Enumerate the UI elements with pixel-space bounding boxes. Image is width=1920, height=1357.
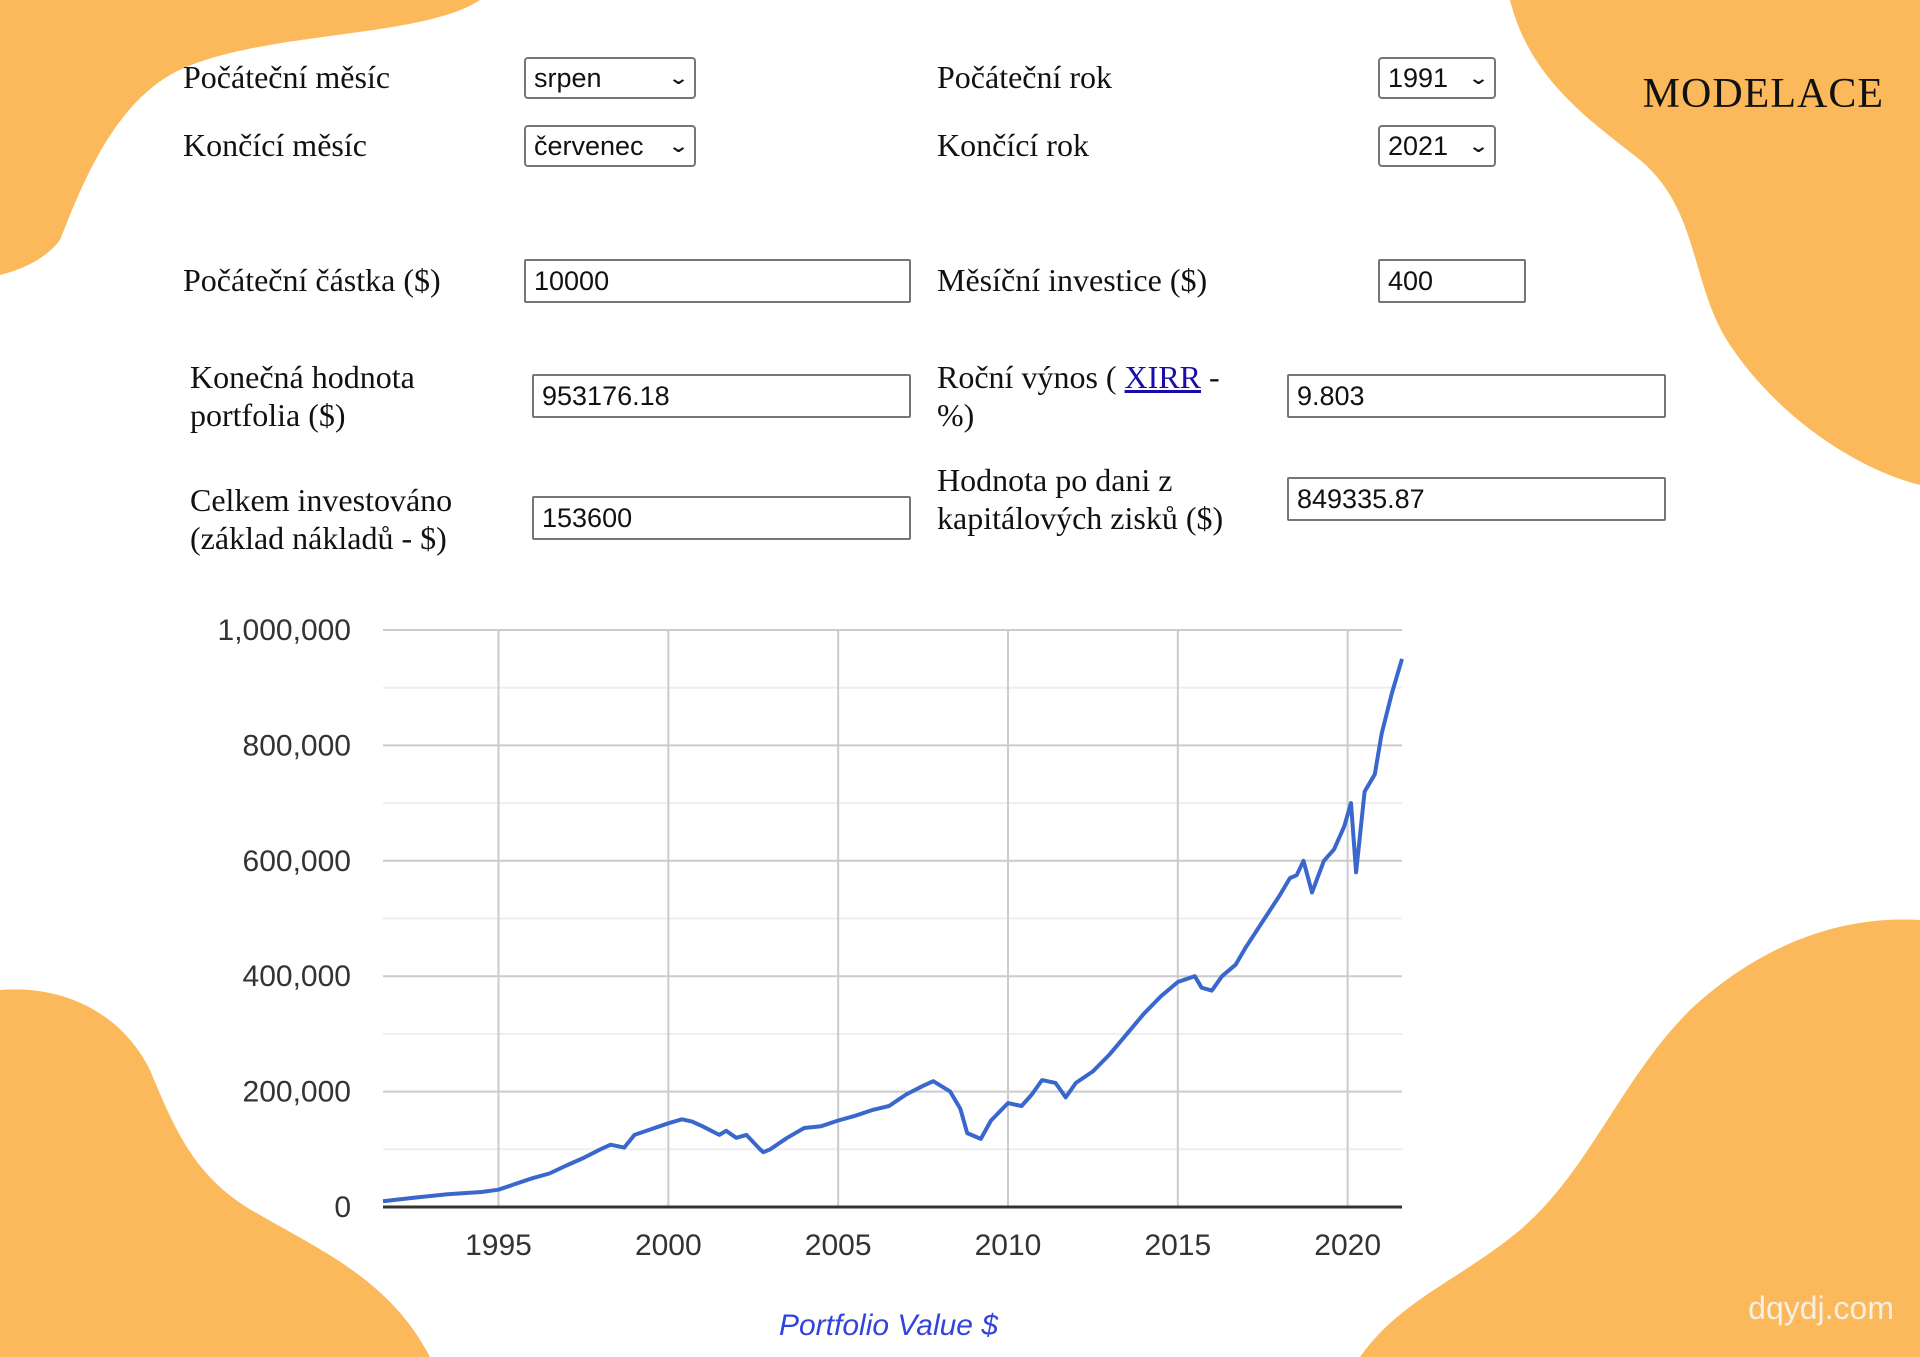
start-year-value: 1991 <box>1388 62 1449 93</box>
x-tick-label: 2005 <box>805 1229 872 1262</box>
annual-return-label-before: Roční výnos ( <box>937 359 1117 395</box>
start-month-select[interactable]: srpen ⌄ <box>524 57 696 99</box>
start-month-label: Počáteční měsíc <box>183 59 391 95</box>
end-month-label: Končící měsíc <box>183 127 367 163</box>
monthly-investment-label: Měsíční investice ($) <box>937 262 1208 298</box>
final-value-output[interactable]: 953176.18 <box>532 374 911 418</box>
blob-top-left <box>0 0 480 275</box>
monthly-investment-input[interactable]: 400 <box>1378 259 1526 303</box>
end-year-select[interactable]: 2021 ⌄ <box>1378 125 1496 167</box>
initial-amount-label: Počáteční částka ($) <box>183 262 441 298</box>
total-invested-label: Celkem investováno (základ nákladů - $) <box>190 482 453 556</box>
initial-amount-input[interactable]: 10000 <box>524 259 911 303</box>
y-tick-label: 800,000 <box>243 729 351 762</box>
end-month-select[interactable]: červenec ⌄ <box>524 125 696 167</box>
page-title: MODELACE <box>1642 71 1884 117</box>
x-tick-label: 2010 <box>975 1229 1042 1262</box>
x-tick-label: 2000 <box>635 1229 702 1262</box>
y-tick-label: 600,000 <box>243 845 351 878</box>
end-year-value: 2021 <box>1388 130 1449 161</box>
x-tick-label: 2020 <box>1314 1229 1381 1262</box>
blob-bottom-left <box>0 989 430 1357</box>
after-tax-value-output[interactable]: 849335.87 <box>1287 477 1666 521</box>
watermark: dqydj.com <box>1748 1290 1894 1326</box>
chevron-down-icon: ⌄ <box>667 67 690 88</box>
chevron-down-icon: ⌄ <box>1467 67 1490 88</box>
y-tick-label: 400,000 <box>243 960 351 993</box>
x-tick-label: 1995 <box>465 1229 532 1262</box>
after-tax-value-label: Hodnota po dani z kapitálových zisků ($) <box>937 462 1224 536</box>
y-tick-label: 1,000,000 <box>218 614 351 647</box>
end-year-label: Končící rok <box>937 127 1089 163</box>
series-line <box>382 658 1404 1204</box>
y-tick-label: 0 <box>334 1191 351 1224</box>
start-year-select[interactable]: 1991 ⌄ <box>1378 57 1496 99</box>
start-month-value: srpen <box>534 62 602 93</box>
x-tick-label: 2015 <box>1144 1229 1211 1262</box>
start-year-label: Počáteční rok <box>937 59 1113 95</box>
end-month-value: červenec <box>534 130 644 161</box>
blob-top-right <box>1510 0 1920 485</box>
annual-return-label: Roční výnos ( XIRR - %) <box>937 358 1257 434</box>
total-invested-output[interactable]: 153600 <box>532 496 911 540</box>
blob-bottom-right <box>1360 919 1920 1357</box>
annual-return-label-after: - %) <box>937 359 1220 433</box>
chart-caption: Portfolio Value $ <box>779 1309 999 1342</box>
y-tick-label: 200,000 <box>243 1076 351 1109</box>
chevron-down-icon: ⌄ <box>1467 135 1490 156</box>
final-value-label: Konečná hodnota portfolia ($) <box>190 359 415 433</box>
xirr-link[interactable]: XIRR <box>1124 359 1201 395</box>
annual-return-output[interactable]: 9.803 <box>1287 374 1666 418</box>
chevron-down-icon: ⌄ <box>667 135 690 156</box>
